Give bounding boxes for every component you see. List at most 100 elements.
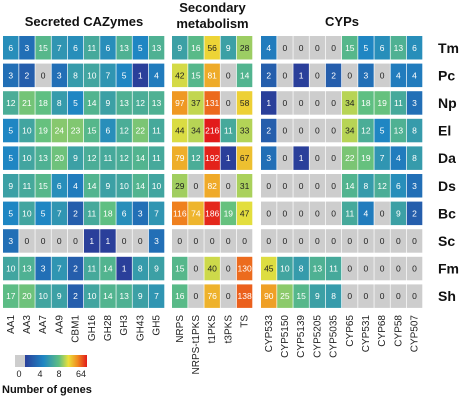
heatmap-cell bbox=[325, 118, 342, 143]
cell-value-label: 5 bbox=[138, 43, 143, 53]
heatmap-cell bbox=[406, 284, 423, 308]
heatmap-cell bbox=[204, 229, 220, 253]
cell-value-label: 34 bbox=[345, 98, 355, 108]
heatmap-cell bbox=[51, 91, 68, 115]
heatmap-cell bbox=[358, 174, 374, 198]
heatmap-cell bbox=[236, 118, 253, 143]
heatmap-cell bbox=[406, 91, 423, 115]
heatmap-cell bbox=[204, 256, 220, 281]
heatmap-cell bbox=[84, 229, 100, 253]
cell-value-label: 13 bbox=[119, 98, 129, 108]
heatmap-cell bbox=[172, 36, 188, 60]
heatmap-cell bbox=[116, 284, 132, 308]
heatmap-cell bbox=[172, 284, 188, 308]
cell-value-label: 21 bbox=[22, 98, 32, 108]
heatmap-cell bbox=[374, 229, 390, 253]
cell-value-label: 7 bbox=[380, 153, 385, 163]
heatmap-cell bbox=[172, 118, 188, 143]
heatmap-cell bbox=[220, 63, 237, 88]
legend-zero-swatch bbox=[15, 355, 25, 367]
heatmap-cell bbox=[172, 256, 188, 281]
heatmap-cell bbox=[374, 91, 390, 115]
heatmap-cell bbox=[3, 229, 19, 253]
cell-value-label: 13 bbox=[394, 43, 404, 53]
heatmap-cell bbox=[188, 118, 204, 143]
heatmap-cell bbox=[35, 91, 51, 115]
column-label: GH43 bbox=[135, 315, 146, 342]
heatmap-cell bbox=[84, 174, 100, 198]
heatmap-cell bbox=[148, 146, 165, 170]
heatmap-cell bbox=[148, 229, 165, 253]
heatmap-cell bbox=[293, 284, 309, 308]
cell-value-label: 12 bbox=[377, 181, 387, 191]
heatmap-cell bbox=[188, 256, 204, 281]
cell-value-label: 0 bbox=[396, 291, 401, 301]
heatmap-cell bbox=[3, 174, 19, 198]
heatmap-cell bbox=[236, 63, 253, 88]
heatmap-cell bbox=[100, 174, 116, 198]
heatmap-cell bbox=[188, 284, 204, 308]
cell-value-label: 11 bbox=[224, 126, 233, 136]
cell-value-label: 0 bbox=[380, 291, 385, 301]
cell-value-label: 0 bbox=[177, 236, 182, 246]
cell-value-label: 5 bbox=[8, 208, 13, 218]
cell-value-label: 116 bbox=[173, 208, 187, 218]
cell-value-label: 0 bbox=[380, 236, 385, 246]
heatmap-cell bbox=[374, 118, 390, 143]
column-label: CYP5035 bbox=[329, 315, 340, 358]
cell-value-label: 8 bbox=[57, 98, 62, 108]
cell-value-label: 0 bbox=[226, 236, 231, 246]
column-label: TS bbox=[240, 315, 251, 328]
legend-tick-4: 4 bbox=[37, 369, 42, 379]
cell-value-label: 0 bbox=[396, 236, 401, 246]
heatmap-cell bbox=[390, 284, 407, 308]
heatmap-cell bbox=[277, 201, 293, 226]
heatmap-cell bbox=[342, 284, 358, 308]
cell-value-label: 13 bbox=[394, 126, 404, 136]
heatmap-cell bbox=[3, 63, 19, 88]
cell-value-label: 0 bbox=[283, 43, 288, 53]
heatmap-cell bbox=[342, 174, 358, 198]
cell-value-label: 5 bbox=[364, 43, 369, 53]
row-label: El bbox=[438, 123, 451, 139]
heatmap-cell bbox=[325, 174, 342, 198]
heatmap-cell bbox=[84, 146, 100, 170]
cell-value-label: 97 bbox=[175, 98, 185, 108]
heatmap-cell bbox=[293, 118, 309, 143]
cell-value-label: 8 bbox=[331, 291, 336, 301]
heatmap-cell bbox=[19, 256, 35, 281]
heatmap-cell bbox=[390, 91, 407, 115]
cell-value-label: 0 bbox=[331, 43, 336, 53]
heatmap-cell bbox=[309, 118, 326, 143]
heatmap-cell bbox=[116, 63, 132, 88]
heatmap-cell bbox=[342, 63, 358, 88]
column-label: AA9 bbox=[54, 315, 65, 334]
heatmap-cell bbox=[132, 91, 149, 115]
heatmap-cell bbox=[374, 256, 390, 281]
group-title: CYPs bbox=[325, 14, 359, 29]
cell-value-label: 17 bbox=[6, 291, 16, 301]
cell-value-label: 0 bbox=[331, 208, 336, 218]
cell-value-label: 6 bbox=[122, 208, 127, 218]
heatmap-cell bbox=[19, 36, 35, 60]
heatmap-cell bbox=[51, 63, 68, 88]
cell-value-label: 81 bbox=[207, 70, 217, 80]
cell-value-label: 9 bbox=[57, 291, 62, 301]
heatmap-cell bbox=[220, 256, 237, 281]
cell-value-label: 3 bbox=[41, 264, 46, 274]
heatmap-cell bbox=[261, 284, 277, 308]
cell-value-label: 5 bbox=[41, 208, 46, 218]
heatmap-cell bbox=[325, 146, 342, 170]
heatmap-cell bbox=[406, 256, 423, 281]
cell-value-label: 9 bbox=[154, 264, 159, 274]
cell-value-label: 0 bbox=[315, 208, 320, 218]
legend-tick-64: 64 bbox=[76, 369, 86, 379]
heatmap-cell bbox=[261, 201, 277, 226]
cell-value-label: 14 bbox=[103, 291, 113, 301]
column-label: AA3 bbox=[22, 315, 33, 334]
cell-value-label: 1 bbox=[106, 236, 111, 246]
cell-value-label: 12 bbox=[6, 98, 16, 108]
cell-value-label: 12 bbox=[119, 126, 129, 136]
heatmap-cell bbox=[67, 256, 84, 281]
